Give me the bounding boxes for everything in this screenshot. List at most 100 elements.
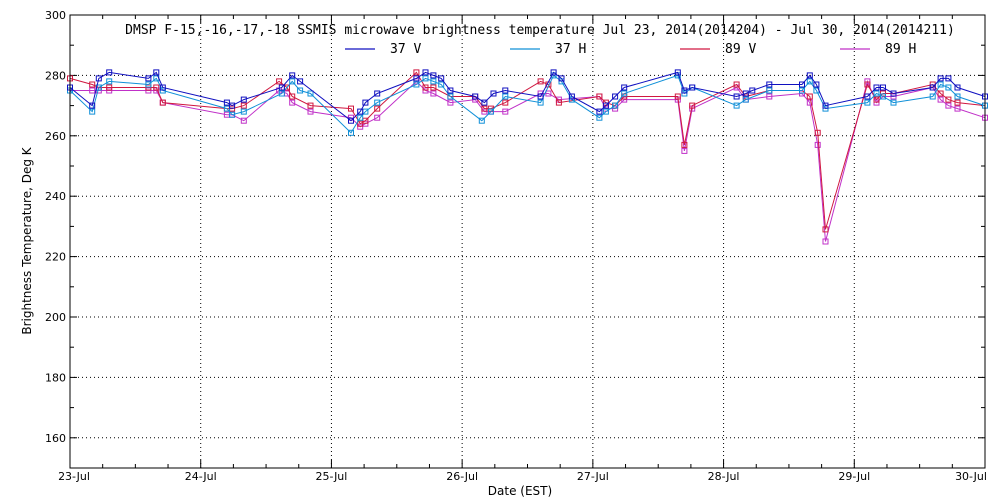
series-line	[69, 74, 986, 134]
data-point	[297, 87, 304, 94]
data-point	[674, 93, 681, 100]
data-point	[766, 81, 773, 88]
data-point	[348, 117, 354, 124]
data-point	[374, 99, 381, 106]
data-point	[945, 84, 952, 91]
data-point	[806, 99, 813, 106]
data-point	[674, 69, 681, 76]
data-point	[537, 93, 544, 100]
data-point	[545, 90, 552, 97]
data-point	[487, 108, 494, 115]
data-point	[502, 99, 509, 106]
data-point	[502, 93, 509, 100]
y-tick-label: 220	[45, 251, 66, 264]
data-point	[481, 99, 488, 106]
data-point	[733, 93, 740, 100]
data-point	[240, 117, 247, 124]
data-point	[890, 90, 897, 97]
y-tick-label: 160	[45, 432, 66, 445]
data-point	[348, 129, 354, 136]
data-point	[278, 90, 285, 97]
data-point	[929, 84, 936, 91]
data-point	[89, 81, 96, 88]
data-point	[413, 69, 420, 76]
data-point	[89, 102, 96, 109]
data-point	[159, 84, 166, 91]
data-point	[289, 72, 296, 79]
data-point	[568, 96, 575, 103]
data-point	[558, 75, 565, 82]
data-point	[89, 108, 96, 115]
data-point	[447, 87, 454, 94]
data-point	[814, 141, 821, 148]
y-axis-label: Brightness Temperature, Deg K	[20, 146, 34, 334]
legend-label: 89 V	[725, 42, 756, 57]
data-point	[612, 93, 619, 100]
data-point	[289, 93, 296, 100]
grid-lines	[70, 15, 985, 468]
data-point	[357, 114, 364, 121]
legend: 37 V 37 H 89 V 89 H	[345, 42, 916, 57]
data-point	[954, 105, 961, 112]
data-point	[276, 78, 283, 85]
data-point	[555, 99, 562, 106]
data-point	[873, 96, 880, 103]
x-tick-label: 26-Jul	[446, 470, 478, 483]
data-point	[106, 69, 113, 76]
data-point	[864, 93, 871, 100]
data-point	[864, 99, 871, 106]
data-point	[742, 96, 749, 103]
data-point	[596, 93, 603, 100]
data-point	[799, 81, 805, 88]
data-point	[814, 129, 821, 136]
data-point	[937, 96, 944, 103]
data-point	[612, 102, 619, 109]
data-point	[929, 93, 936, 100]
data-point	[472, 93, 479, 100]
data-point	[937, 90, 944, 97]
data-point	[297, 78, 304, 85]
y-tick-label: 240	[45, 190, 66, 203]
data-point	[145, 81, 152, 88]
series-line	[70, 79, 986, 242]
data-point	[422, 75, 429, 82]
data-point	[502, 108, 509, 115]
x-tick-label: 30-Jul	[955, 470, 987, 483]
data-point	[864, 81, 871, 88]
data-point	[749, 87, 756, 94]
data-point	[621, 90, 628, 97]
data-point	[430, 90, 437, 97]
series-line	[69, 71, 986, 230]
data-point	[550, 69, 557, 76]
data-point	[374, 105, 381, 112]
data-point	[799, 87, 805, 94]
data-point	[374, 114, 381, 121]
data-point	[537, 99, 544, 106]
data-point	[822, 102, 829, 109]
data-point	[438, 75, 445, 82]
data-point	[733, 102, 740, 109]
data-point	[413, 75, 420, 82]
data-point	[954, 93, 961, 100]
data-point	[766, 93, 773, 100]
data-point	[822, 238, 829, 245]
data-point	[621, 84, 628, 91]
data-point	[278, 84, 285, 91]
data-point	[348, 105, 354, 112]
data-point	[447, 99, 454, 106]
data-point	[873, 90, 880, 97]
legend-label: 37 V	[390, 42, 421, 57]
data-point	[490, 90, 497, 97]
data-point	[502, 87, 509, 94]
data-point	[106, 84, 113, 91]
data-point	[806, 78, 813, 85]
data-point	[873, 84, 880, 91]
data-point	[568, 93, 575, 100]
data-point	[890, 99, 897, 106]
y-tick-label: 200	[45, 311, 66, 324]
data-point	[602, 102, 609, 109]
y-tick-label: 260	[45, 130, 66, 143]
data-point	[153, 84, 160, 91]
legend-label: 37 H	[555, 42, 586, 57]
